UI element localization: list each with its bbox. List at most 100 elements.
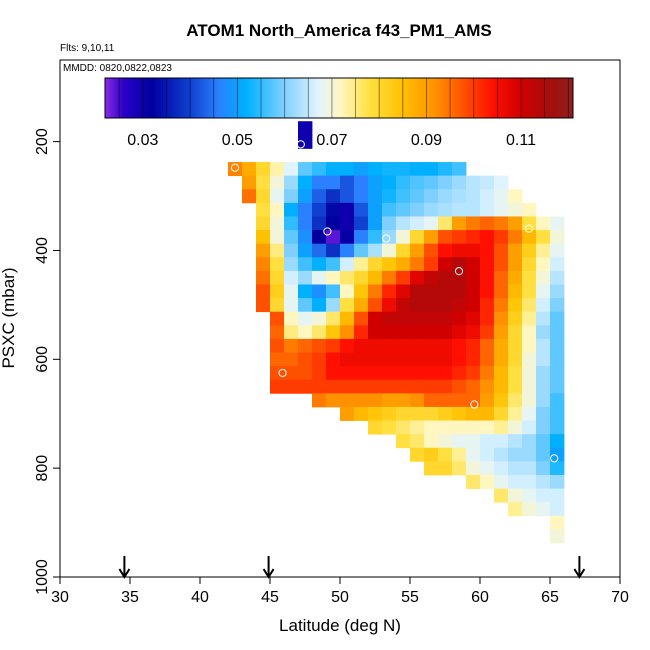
heatmap-cell xyxy=(550,393,565,408)
heatmap-cell xyxy=(508,488,523,503)
colorbar-tick-label: 0.05 xyxy=(222,132,253,149)
heatmap-cell xyxy=(466,298,481,313)
heatmap-cell xyxy=(466,366,481,381)
heatmap-cell xyxy=(536,243,551,258)
heatmap-cell xyxy=(340,352,355,367)
heatmap-cell xyxy=(494,366,509,381)
heatmap-cell xyxy=(340,257,355,272)
heatmap-cell xyxy=(522,257,537,272)
heatmap-cell xyxy=(480,189,495,204)
heatmap-cell xyxy=(396,352,411,367)
heatmap-cell xyxy=(298,202,313,217)
heatmap-cell xyxy=(410,434,425,449)
heatmap-cell xyxy=(368,189,383,204)
heatmap-cell xyxy=(550,529,565,544)
heatmap-cell xyxy=(480,311,495,326)
heatmap-cell xyxy=(396,420,411,435)
heatmap-cell xyxy=(536,257,551,272)
heatmap-cell xyxy=(368,325,383,340)
sample-marker xyxy=(435,151,444,160)
heatmap-cell xyxy=(522,270,537,285)
heatmap-cell xyxy=(242,189,257,204)
heatmap-cell xyxy=(368,352,383,367)
heatmap-cell xyxy=(270,338,285,353)
heatmap-cell xyxy=(396,230,411,245)
heatmap-cell xyxy=(284,243,299,258)
heatmap-cell xyxy=(508,284,523,299)
heatmap-cell xyxy=(480,338,495,353)
heatmap-cell xyxy=(284,162,299,177)
heatmap-cell xyxy=(466,434,481,449)
heatmap-cell xyxy=(298,257,313,272)
heatmap-cell xyxy=(242,175,257,190)
heatmap-cell xyxy=(466,447,481,462)
heatmap-cell xyxy=(480,461,495,476)
heatmap-cell xyxy=(522,488,537,503)
heatmap-cell xyxy=(298,162,313,177)
heatmap-cell xyxy=(480,298,495,313)
heatmap-cell xyxy=(494,379,509,394)
heatmap-cell xyxy=(256,270,271,285)
heatmap-cell xyxy=(284,311,299,326)
sample-marker xyxy=(230,163,240,172)
heatmap-cell xyxy=(522,298,537,313)
heatmap-cell xyxy=(340,325,355,340)
heatmap-cell xyxy=(256,230,271,245)
heatmap-cell xyxy=(508,474,523,489)
heatmap-cell xyxy=(410,243,425,258)
y-axis: 200 400 600 800 1000 xyxy=(34,128,60,595)
heatmap-cell xyxy=(550,515,565,530)
heatmap-cell xyxy=(452,298,467,313)
heatmap-cell xyxy=(466,257,481,272)
heatmap-cell xyxy=(536,502,551,517)
heatmap-cell xyxy=(312,270,327,285)
heatmap-cell xyxy=(354,284,369,299)
heatmap-cell xyxy=(298,175,313,190)
heatmap-cell xyxy=(256,284,271,299)
heatmap-cell xyxy=(452,393,467,408)
heatmap-cell xyxy=(326,202,341,217)
heatmap-cell xyxy=(424,447,439,462)
heatmap-cell xyxy=(466,243,481,258)
heatmap-cell xyxy=(466,393,481,408)
y-tick-label: 800 xyxy=(34,455,51,482)
heatmap-cell xyxy=(480,379,495,394)
latitude-arrow xyxy=(118,556,131,579)
heatmap-cell xyxy=(438,162,453,177)
heatmap-cell xyxy=(508,325,523,340)
heatmap-cell xyxy=(494,461,509,476)
heatmap-cell xyxy=(508,366,523,381)
heatmap-cell xyxy=(508,406,523,421)
heatmap-cell xyxy=(326,366,341,381)
heatmap-cell xyxy=(508,420,523,435)
heatmap-cell xyxy=(270,298,285,313)
heatmap-cell xyxy=(522,216,537,231)
heatmap-cell xyxy=(410,162,425,177)
x-tick-label: 70 xyxy=(611,589,629,606)
heatmap-cell xyxy=(298,230,313,245)
heatmap-cell xyxy=(438,434,453,449)
x-tick-label: 35 xyxy=(121,589,139,606)
heatmap-cell xyxy=(480,366,495,381)
heatmap-cell xyxy=(410,447,425,462)
heatmap-cell xyxy=(438,284,453,299)
heatmap-cell xyxy=(438,406,453,421)
heatmap-cell xyxy=(438,311,453,326)
heatmap-cell xyxy=(494,488,509,503)
heatmap-cell xyxy=(298,189,313,204)
heatmap-cell xyxy=(494,447,509,462)
heatmap-cell xyxy=(508,216,523,231)
heatmap-cell xyxy=(410,284,425,299)
heatmap-cell xyxy=(354,338,369,353)
heatmap-cell xyxy=(312,216,327,231)
heatmap-cell xyxy=(480,393,495,408)
heatmap-cell xyxy=(480,434,495,449)
heatmap-cell xyxy=(396,311,411,326)
heatmap-cell xyxy=(312,162,327,177)
heatmap-cell xyxy=(508,434,523,449)
heatmap-cell xyxy=(270,162,285,177)
heatmap-cell xyxy=(368,366,383,381)
heatmap-cell xyxy=(312,393,327,408)
heatmap-cell xyxy=(494,216,509,231)
heatmap-cell xyxy=(508,352,523,367)
